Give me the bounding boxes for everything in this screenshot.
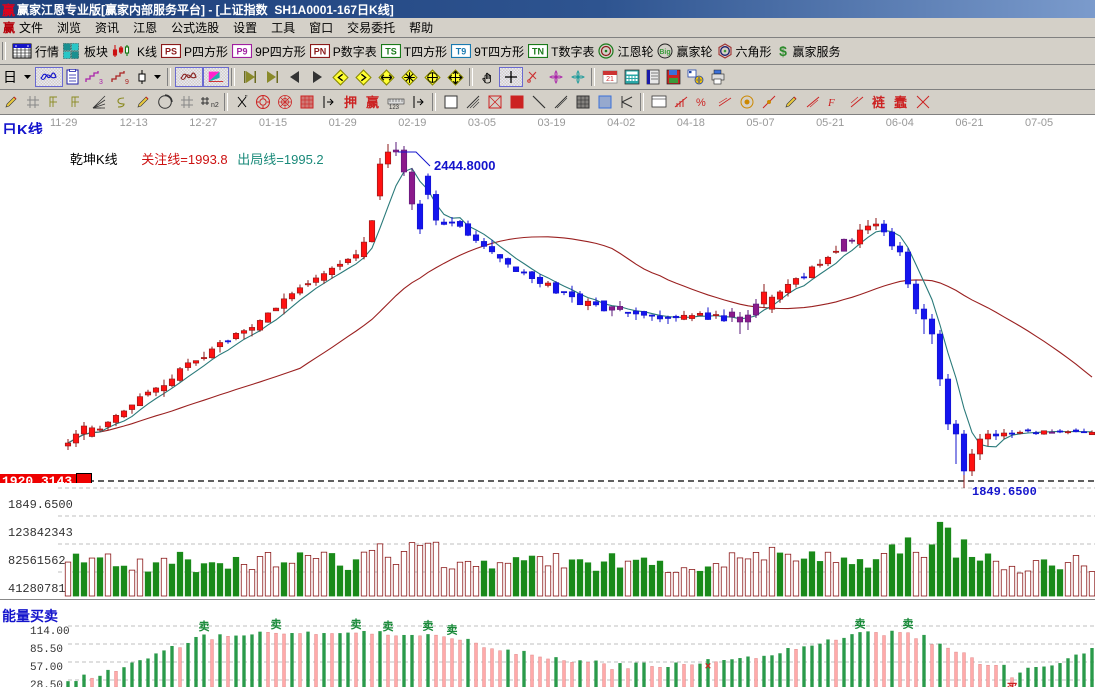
svg-text:赢: 赢 [366, 95, 379, 110]
svg-text:T9: T9 [456, 47, 467, 57]
svg-text:日: 日 [3, 69, 17, 85]
svg-text:F: F [827, 97, 835, 109]
svg-text:卖: 卖 [383, 619, 394, 633]
svg-text:卖: 卖 [903, 617, 914, 631]
svg-text:Big: Big [660, 49, 671, 56]
svg-text:n2: n2 [211, 102, 219, 109]
svg-text:PN: PN [313, 47, 326, 57]
svg-text:123: 123 [389, 105, 400, 110]
svg-text:裢: 裢 [872, 95, 886, 110]
svg-text:押: 押 [344, 95, 357, 110]
svg-text:TS: TS [385, 47, 397, 57]
svg-text:卖: 卖 [199, 619, 210, 633]
svg-text:P9: P9 [237, 47, 248, 57]
svg-text:PS: PS [165, 47, 177, 57]
svg-text:%: % [696, 97, 706, 109]
svg-text:$: $ [779, 43, 787, 59]
svg-text:卖: 卖 [855, 616, 866, 630]
svg-text:9: 9 [125, 79, 129, 85]
svg-text:21: 21 [606, 76, 614, 83]
svg-text:×: × [705, 660, 711, 672]
svg-text:卖: 卖 [447, 623, 458, 637]
svg-text:卖: 卖 [351, 617, 362, 631]
svg-text:TN: TN [532, 47, 544, 57]
svg-text:买: 买 [1007, 682, 1018, 687]
svg-text:卖: 卖 [423, 618, 434, 632]
svg-text:": " [245, 95, 248, 102]
svg-text:3: 3 [99, 79, 103, 85]
svg-text:蠢: 蠢 [893, 95, 908, 110]
svg-text:卖: 卖 [271, 617, 282, 631]
